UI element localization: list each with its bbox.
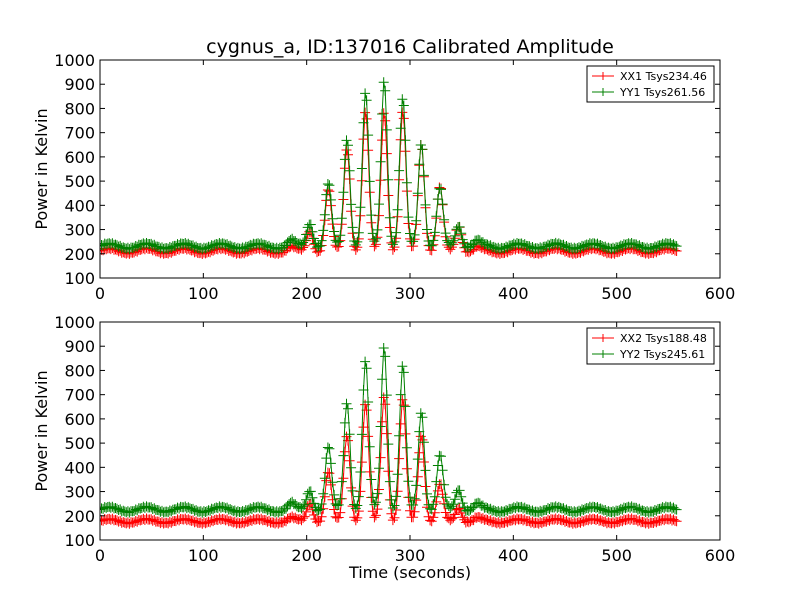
legend-marker xyxy=(599,350,607,358)
y-tick-label: 800 xyxy=(64,99,95,118)
y-tick-label: 600 xyxy=(64,410,95,429)
figure-title: cygnus_a, ID:137016 Calibrated Amplitude xyxy=(206,36,614,58)
y-tick-label: 700 xyxy=(64,386,95,405)
series-yy-1 xyxy=(100,77,682,255)
legend-label: YY1 Tsys261.56 xyxy=(619,86,705,99)
y-tick-label: 700 xyxy=(64,124,95,143)
y-tick-label: 100 xyxy=(64,531,95,550)
legend-label: YY2 Tsys245.61 xyxy=(619,348,705,361)
bottom-subplot: 0 100 200 300 400 500 600100200300400500600700… xyxy=(32,313,735,582)
x-tick-label: 400 xyxy=(498,546,529,565)
legend-marker xyxy=(599,72,607,80)
y-axis-label: Power in Kelvin xyxy=(32,108,51,229)
x-tick-label: 300 xyxy=(395,284,426,303)
x-tick-label: 100 xyxy=(188,546,219,565)
y-tick-label: 500 xyxy=(64,172,95,191)
legend-marker xyxy=(599,88,607,96)
series-xx-2 xyxy=(100,392,682,529)
legend: XX1 Tsys234.46 YY1 Tsys261.56 xyxy=(586,65,715,103)
x-tick-label: 400 xyxy=(498,284,529,303)
y-tick-label: 600 xyxy=(64,148,95,167)
y-tick-label: 300 xyxy=(64,221,95,240)
legend-label: XX2 Tsys188.48 xyxy=(620,332,707,345)
series-markers xyxy=(100,77,682,255)
y-tick-label: 300 xyxy=(64,483,95,502)
x-tick-label: 600 xyxy=(705,284,736,303)
legend-marker xyxy=(599,334,607,342)
y-tick-label: 1000 xyxy=(54,51,95,70)
x-tick-label: 600 xyxy=(705,546,736,565)
legend-label: XX1 Tsys234.46 xyxy=(620,70,707,83)
series-markers xyxy=(100,392,682,529)
series-markers xyxy=(100,343,682,518)
x-tick-label: 100 xyxy=(188,284,219,303)
x-tick-label: 0 xyxy=(95,546,105,565)
x-axis-label: Time (seconds) xyxy=(348,563,471,582)
x-tick-label: 300 xyxy=(395,546,426,565)
y-tick-label: 1000 xyxy=(54,313,95,332)
y-tick-label: 400 xyxy=(64,458,95,477)
y-tick-label: 200 xyxy=(64,245,95,264)
y-tick-label: 900 xyxy=(64,337,95,356)
x-tick-label: 0 xyxy=(95,284,105,303)
y-tick-label: 900 xyxy=(64,75,95,94)
y-tick-label: 100 xyxy=(64,269,95,288)
y-axis-label: Power in Kelvin xyxy=(32,370,51,491)
series-yy-2 xyxy=(100,343,682,518)
y-tick-label: 400 xyxy=(64,196,95,215)
y-tick-label: 800 xyxy=(64,361,95,380)
legend: XX2 Tsys188.48 YY2 Tsys245.61 xyxy=(586,327,715,365)
top-subplot: 0 100 200 300 400 500 600100200300400500600700… xyxy=(32,51,735,303)
x-tick-label: 500 xyxy=(601,546,632,565)
legend-box xyxy=(586,327,715,365)
y-tick-label: 500 xyxy=(64,434,95,453)
x-tick-label: 200 xyxy=(291,546,322,565)
x-tick-label: 500 xyxy=(601,284,632,303)
y-tick-label: 200 xyxy=(64,507,95,526)
legend-box xyxy=(586,65,715,103)
x-tick-label: 200 xyxy=(291,284,322,303)
